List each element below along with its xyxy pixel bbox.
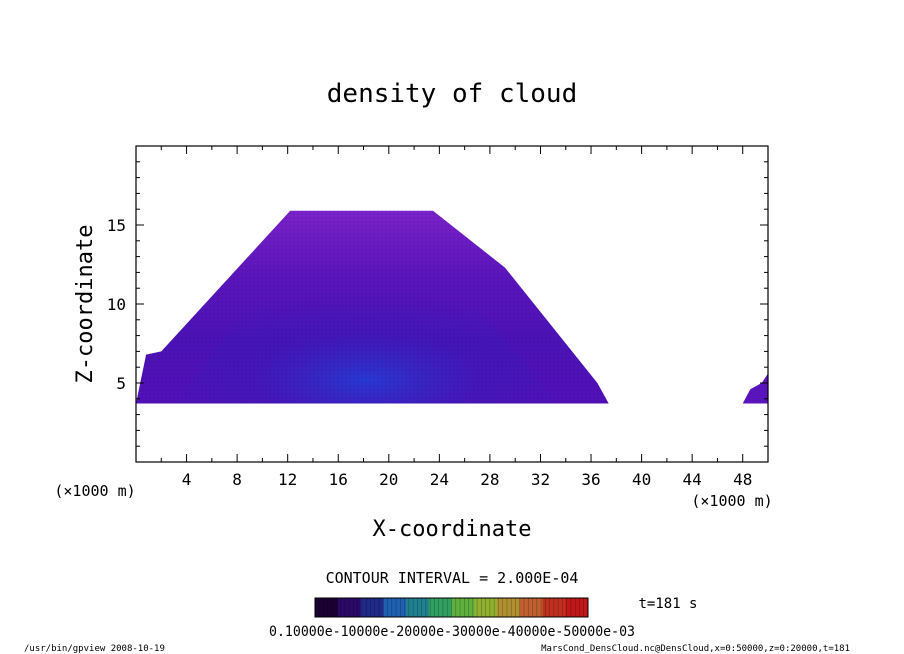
x-tick-label: 44 <box>683 470 702 489</box>
colorbar-segment <box>383 598 407 617</box>
x-tick-label: 36 <box>581 470 600 489</box>
colorbar-segment <box>406 598 430 617</box>
colorbar-frame <box>314 597 589 618</box>
x-tick-label: 28 <box>480 470 499 489</box>
y-tick-label: 15 <box>107 216 126 235</box>
colorbar-segment <box>428 598 452 617</box>
x-tick-label: 48 <box>733 470 752 489</box>
colorbar-segment <box>519 598 543 617</box>
colorbar-segment <box>542 598 566 617</box>
footer-right: MarsCond_DensCloud.nc@DensCloud,x=0:5000… <box>541 644 850 654</box>
colorbar-segment <box>474 598 498 617</box>
colorbar-labels: 0.10000e-10000e-20000e-30000e-40000e-500… <box>269 624 635 640</box>
plot-area <box>136 210 768 404</box>
chart-title: density of cloud <box>327 79 577 109</box>
colorbar-segment <box>360 598 384 617</box>
x-tick-label: 8 <box>232 470 242 489</box>
y-axis-ticks: 5 10 15 <box>107 161 768 447</box>
y-tick-label: 10 <box>107 295 126 314</box>
x-tick-label: 4 <box>182 470 192 489</box>
x-unit-right: (×1000 m) <box>691 492 772 510</box>
colorbar <box>314 598 589 617</box>
y-tick-label: 5 <box>116 374 126 393</box>
footer-left: /usr/bin/gpview 2008-10-19 <box>24 644 165 654</box>
x-axis-ticks: 4 8 12 16 20 24 28 32 36 40 44 48 <box>160 146 752 489</box>
colorbar-segment <box>451 598 475 617</box>
x-tick-label: 40 <box>632 470 651 489</box>
time-label: t=181 s <box>638 596 697 612</box>
y-axis-label: Z-coordinate <box>73 225 98 384</box>
x-tick-label: 16 <box>329 470 348 489</box>
colorbar-segment <box>497 598 521 617</box>
cloud-side-patch <box>742 373 768 404</box>
contour-interval: CONTOUR INTERVAL = 2.000E-04 <box>326 569 579 587</box>
x-tick-label: 32 <box>531 470 550 489</box>
x-tick-label: 12 <box>278 470 297 489</box>
cloud-texture <box>136 210 609 404</box>
x-tick-label: 24 <box>430 470 449 489</box>
x-tick-label: 20 <box>379 470 398 489</box>
colorbar-segment <box>337 598 361 617</box>
x-unit-left: (×1000 m) <box>54 482 135 500</box>
colorbar-segment <box>315 598 339 617</box>
colorbar-segment <box>565 598 589 617</box>
x-axis-label: X-coordinate <box>373 517 532 542</box>
